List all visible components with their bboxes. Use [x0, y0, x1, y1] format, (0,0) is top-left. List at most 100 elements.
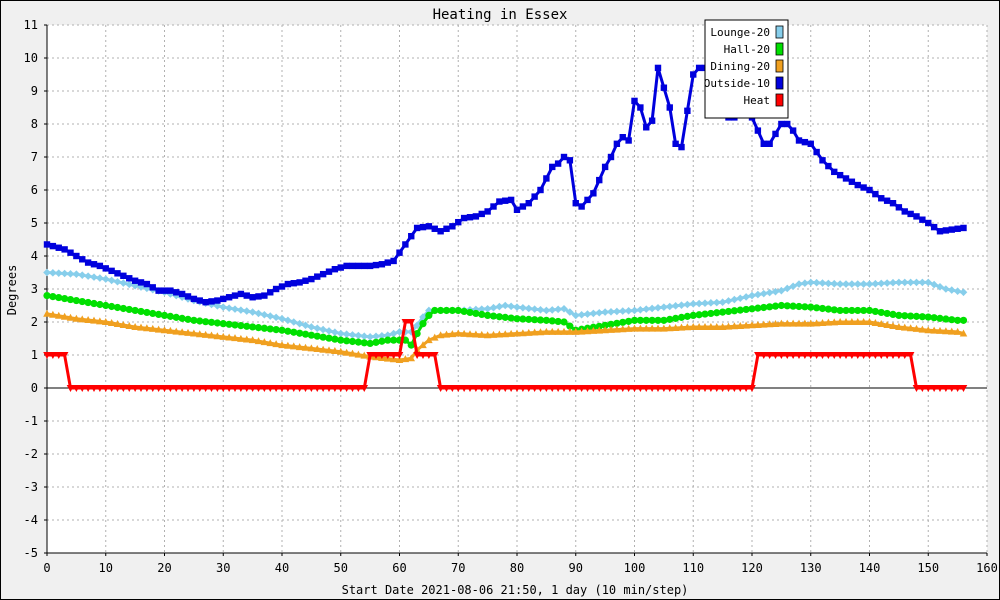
data-point [819, 157, 826, 164]
data-point [78, 385, 87, 392]
data-point [213, 385, 222, 392]
data-point [401, 319, 410, 326]
data-point [260, 338, 269, 346]
data-point [49, 269, 57, 277]
data-point [260, 385, 269, 392]
data-point [554, 305, 562, 314]
data-point [554, 385, 562, 392]
data-point [889, 321, 897, 329]
data-point [66, 270, 75, 278]
data-point [783, 319, 792, 327]
data-point [530, 328, 539, 336]
data-point [513, 206, 521, 213]
data-point [243, 322, 251, 330]
data-point [878, 195, 885, 202]
data-point [718, 385, 727, 392]
data-point [336, 347, 345, 355]
data-point [560, 385, 568, 392]
data-point [348, 337, 357, 346]
data-point [542, 306, 551, 315]
data-point [560, 305, 568, 313]
data-point [707, 385, 715, 392]
data-point [90, 273, 98, 281]
data-point [630, 385, 639, 392]
data-point [754, 320, 762, 328]
data-point [331, 328, 339, 337]
data-point [84, 316, 92, 324]
data-point [431, 306, 439, 315]
data-point [295, 343, 304, 351]
data-point [402, 241, 409, 248]
data-point [824, 352, 833, 359]
data-point [49, 310, 57, 318]
data-point [284, 327, 292, 335]
data-point [936, 283, 944, 291]
data-point [207, 385, 216, 392]
data-point [795, 319, 803, 327]
data-point [595, 326, 604, 334]
data-point [783, 352, 792, 359]
legend-swatch [775, 42, 784, 56]
data-point [507, 385, 515, 392]
data-point [678, 143, 685, 151]
data-point [671, 302, 680, 310]
data-point [766, 140, 773, 147]
data-point [660, 385, 668, 392]
data-point [102, 301, 110, 310]
data-point [907, 210, 914, 218]
data-point [906, 278, 915, 287]
data-point [196, 317, 204, 325]
data-point [178, 328, 186, 336]
data-point [742, 385, 750, 392]
data-point [507, 329, 515, 337]
data-point [113, 319, 122, 327]
data-point [813, 304, 821, 312]
data-point [825, 162, 832, 170]
data-point [166, 385, 175, 392]
data-point [319, 325, 327, 334]
data-point [648, 316, 656, 324]
data-point [454, 306, 462, 315]
data-point [448, 330, 457, 338]
data-point [496, 198, 503, 205]
data-point [96, 317, 104, 325]
data-point [630, 324, 639, 332]
data-point [953, 385, 962, 392]
data-point [818, 318, 827, 326]
legend-box [704, 19, 789, 119]
x-tick-label: 0 [43, 561, 50, 575]
data-point [501, 330, 510, 338]
data-point [202, 318, 210, 326]
data-point [366, 352, 374, 359]
data-point [859, 318, 868, 325]
data-point [361, 262, 368, 270]
data-point [254, 337, 263, 345]
data-point [601, 321, 609, 329]
y-tick-label: -2 [24, 447, 38, 461]
data-point [577, 327, 586, 335]
data-point [630, 306, 639, 315]
series-layer [43, 64, 968, 392]
x-tick-label: 150 [917, 561, 939, 575]
data-point [765, 320, 774, 328]
data-point [172, 313, 180, 321]
x-axis-label: Start Date 2021-08-06 21:50, 1 day (10 m… [342, 583, 689, 597]
data-point [619, 134, 626, 141]
data-point [119, 320, 128, 328]
data-point [207, 331, 216, 339]
data-point [125, 305, 133, 314]
data-point [119, 279, 128, 287]
data-point [154, 325, 163, 333]
data-point [948, 316, 956, 324]
series-outside-10 [43, 64, 967, 306]
data-point [677, 313, 686, 321]
data-point [665, 324, 674, 332]
data-point [730, 385, 739, 392]
data-point [78, 271, 87, 279]
data-point [807, 140, 814, 147]
data-point [237, 334, 245, 342]
data-point [143, 324, 151, 332]
data-point [483, 385, 492, 392]
data-point [278, 385, 286, 392]
data-point [507, 314, 515, 322]
